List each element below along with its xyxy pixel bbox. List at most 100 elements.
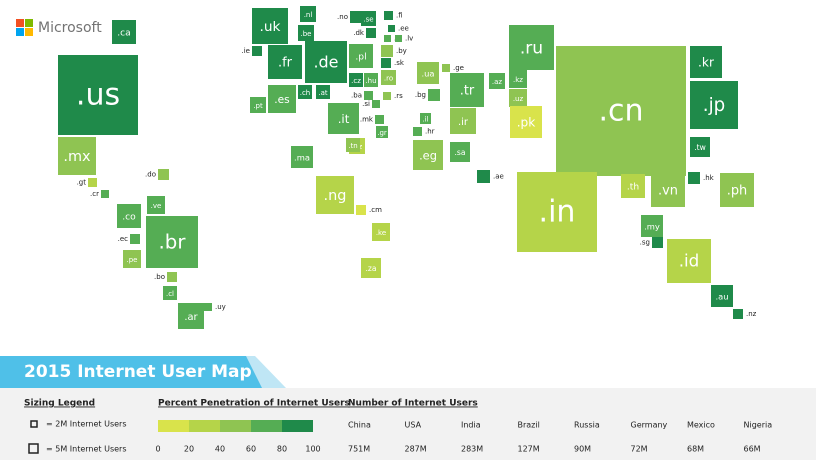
country-square — [477, 170, 490, 183]
country-label: .ca — [117, 29, 131, 39]
country-square — [509, 89, 527, 107]
country-label: .si — [362, 100, 370, 108]
country-square — [364, 73, 378, 87]
country-label: .ua — [421, 69, 434, 79]
legend-title: Percent Penetration of Internet Users — [158, 399, 350, 409]
country-label: .tw — [694, 143, 706, 152]
country-square — [442, 64, 450, 72]
country-square — [510, 106, 542, 138]
country-square — [58, 137, 96, 175]
user-count: 68M — [687, 445, 704, 454]
penetration-swatch — [158, 420, 189, 432]
user-country: Nigeria — [744, 421, 773, 430]
country-square — [381, 58, 391, 68]
country-square — [690, 137, 710, 157]
country-label: .in — [539, 195, 576, 230]
country-label: .my — [644, 222, 660, 232]
user-country: USA — [405, 421, 422, 430]
user-count: 90M — [574, 445, 591, 454]
country-label: .ee — [398, 25, 409, 33]
country-square — [621, 174, 645, 198]
country-label: .ch — [300, 89, 311, 97]
country-square — [305, 41, 347, 83]
country-label: .uk — [260, 19, 281, 35]
country-square — [112, 20, 136, 44]
user-count: 751M — [348, 445, 370, 454]
country-square — [652, 237, 663, 248]
country-square — [395, 35, 402, 42]
country-square — [384, 11, 393, 20]
country-square — [178, 303, 204, 329]
country-label: .ec — [118, 235, 129, 243]
country-square — [268, 85, 296, 113]
penetration-tick: 40 — [215, 445, 225, 454]
country-square — [450, 108, 476, 134]
country-square — [517, 172, 597, 252]
country-square — [489, 73, 505, 89]
user-country: Germany — [631, 421, 668, 430]
country-label: .tr — [460, 84, 475, 99]
country-label: .za — [365, 264, 376, 273]
country-square — [88, 178, 97, 187]
penetration-tick: 60 — [246, 445, 256, 454]
country-label: .us — [76, 78, 120, 113]
country-label: .se — [363, 16, 373, 24]
country-label: .lv — [405, 35, 413, 43]
country-label: .pt — [253, 102, 263, 110]
legend-title: Number of Internet Users — [348, 399, 478, 409]
country-label: .ma — [294, 153, 310, 163]
country-square — [252, 8, 288, 44]
user-count: 287M — [405, 445, 427, 454]
country-label: .nl — [304, 11, 313, 19]
country-square — [733, 309, 743, 319]
user-country: China — [348, 421, 371, 430]
country-square — [364, 91, 373, 100]
country-square — [356, 205, 366, 215]
country-square — [384, 35, 391, 42]
logo: Microsoft — [16, 19, 102, 36]
country-square — [372, 223, 390, 241]
country-square — [667, 239, 711, 283]
country-label: .cl — [166, 290, 174, 298]
country-label: .ph — [727, 184, 747, 199]
country-label: .ro — [384, 75, 393, 83]
country-label: .vn — [658, 184, 678, 199]
country-square — [688, 172, 700, 184]
country-label: .cz — [351, 77, 361, 85]
country-label: .kz — [513, 76, 523, 84]
country-label: .nz — [746, 310, 757, 318]
country-square — [350, 11, 362, 23]
country-square — [291, 146, 313, 168]
country-label: .ar — [184, 312, 198, 323]
country-label: .uz — [513, 95, 524, 103]
country-square — [450, 142, 470, 162]
user-count: 283M — [461, 445, 483, 454]
country-square — [349, 73, 363, 87]
country-square — [413, 140, 443, 170]
penetration-swatch — [220, 420, 251, 432]
country-label: .gr — [377, 129, 387, 137]
country-square — [690, 46, 722, 78]
country-label: .ve — [151, 202, 162, 210]
banner-title: 2015 Internet User Map — [24, 362, 252, 382]
country-label: .sg — [640, 239, 650, 247]
country-square — [346, 138, 360, 152]
country-square — [349, 44, 373, 68]
country-square — [720, 173, 754, 207]
penetration-tick: 20 — [184, 445, 194, 454]
country-label: .cn — [598, 94, 643, 129]
country-label: .hk — [703, 174, 715, 182]
country-label: .cm — [369, 206, 382, 214]
country-label: .jp — [703, 95, 725, 116]
size-label: = 2M Internet Users — [46, 420, 127, 429]
country-label: .ae — [493, 173, 504, 181]
country-label: .mx — [63, 149, 91, 165]
user-count: 72M — [631, 445, 648, 454]
country-label: .kr — [698, 56, 714, 70]
country-square — [428, 89, 440, 101]
logo-square — [16, 19, 24, 27]
country-square — [556, 46, 686, 176]
country-label: .it — [338, 112, 350, 126]
country-square — [117, 204, 141, 228]
